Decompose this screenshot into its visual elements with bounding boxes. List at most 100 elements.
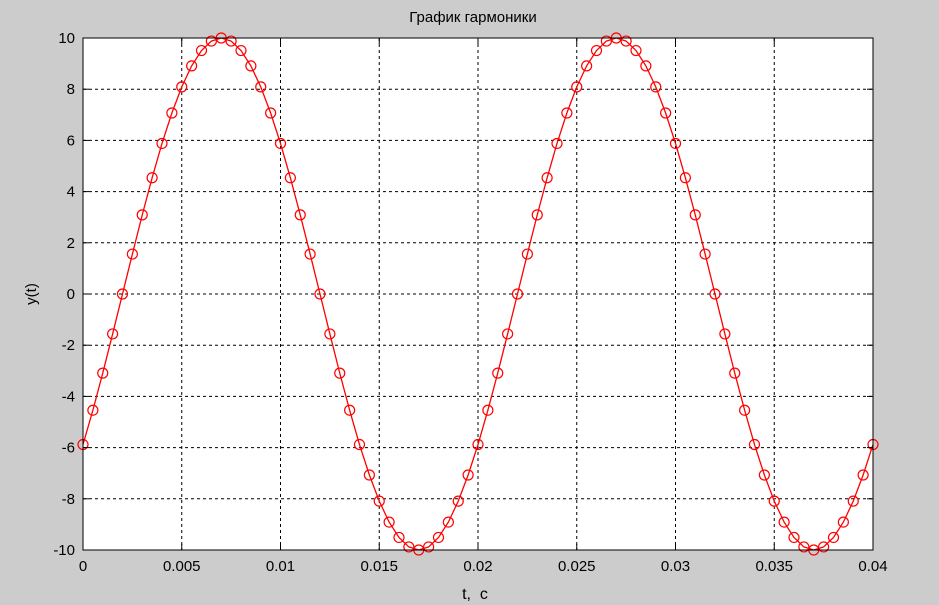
x-tick-label: 0.03: [661, 558, 690, 575]
y-tick-label: -2: [62, 337, 75, 354]
data-point-marker: [136, 209, 148, 221]
data-point-marker: [590, 44, 603, 57]
y-tick-label: 10: [58, 30, 75, 47]
data-point-marker: [640, 60, 652, 72]
data-point-marker: [778, 516, 790, 528]
data-point-marker: [551, 137, 563, 150]
y-tick-label: 8: [67, 81, 75, 98]
data-point-marker: [788, 531, 800, 544]
data-point-marker: [768, 495, 780, 507]
x-tick-label: 0: [79, 558, 87, 575]
y-tick-label: -4: [62, 388, 75, 405]
y-tick-label: -6: [62, 440, 75, 457]
plot-area: [83, 38, 873, 550]
data-point-marker: [403, 541, 415, 553]
data-point-marker: [620, 35, 632, 47]
data-point-marker: [561, 107, 573, 119]
data-point-marker: [600, 35, 612, 47]
data-point-marker: [432, 531, 445, 544]
data-point-marker: [363, 469, 375, 481]
data-point-marker: [255, 81, 267, 93]
data-point-marker: [186, 60, 198, 72]
data-point-marker: [748, 438, 761, 451]
y-tick-label: 0: [67, 286, 75, 303]
data-point-marker: [492, 367, 504, 379]
data-point-marker: [521, 248, 533, 260]
series-layer: [77, 32, 879, 556]
data-point-marker: [87, 404, 99, 416]
data-point-marker: [423, 541, 435, 553]
data-point-marker: [235, 44, 247, 57]
data-point-marker: [324, 328, 336, 340]
data-point-marker: [176, 81, 188, 93]
data-point-marker: [857, 469, 869, 481]
series-line: [82, 37, 874, 551]
x-tick-label: 0.035: [755, 558, 793, 575]
data-point-marker: [650, 81, 662, 93]
data-point-marker: [719, 328, 731, 340]
data-point-marker: [393, 531, 405, 544]
x-tick-label: 0.025: [558, 558, 596, 575]
data-point-marker: [462, 469, 474, 481]
data-point-marker: [146, 172, 158, 184]
data-point-marker: [166, 107, 178, 119]
data-point-marker: [660, 107, 672, 119]
data-point-marker: [126, 248, 138, 260]
data-point-marker: [541, 172, 553, 184]
data-point-marker: [818, 541, 830, 553]
data-point-marker: [739, 404, 751, 416]
chart-title: График гармоники: [409, 9, 537, 26]
data-point-marker: [373, 495, 385, 507]
x-tick-label: 0.02: [463, 558, 492, 575]
data-point-marker: [284, 172, 296, 184]
data-point-marker: [353, 438, 366, 451]
data-point-marker: [442, 516, 454, 528]
data-point-marker: [758, 469, 770, 481]
data-point-marker: [225, 35, 237, 47]
data-point-marker: [847, 495, 859, 507]
data-point-marker: [334, 367, 346, 379]
data-point-marker: [97, 367, 109, 379]
grid: [83, 38, 873, 550]
data-point-marker: [294, 209, 306, 221]
data-point-marker: [472, 438, 484, 451]
data-point-marker: [699, 248, 711, 260]
data-point-marker: [689, 209, 701, 221]
x-tick-label: 0.01: [266, 558, 295, 575]
x-tick-label: 0.04: [858, 558, 887, 575]
y-tick-label: -8: [62, 491, 75, 508]
data-point-marker: [571, 81, 583, 93]
data-point-marker: [265, 107, 277, 119]
data-point-marker: [630, 44, 642, 57]
data-point-marker: [709, 288, 721, 300]
data-point-marker: [274, 137, 287, 150]
data-point-marker: [482, 404, 494, 416]
data-point-marker: [116, 288, 129, 300]
data-point-marker: [798, 541, 810, 553]
x-tick-label: 0.005: [163, 558, 201, 575]
data-point-marker: [245, 60, 257, 72]
y-axis-label: y(t): [23, 283, 40, 305]
y-tick-label: 6: [67, 132, 75, 149]
data-point-marker: [205, 35, 217, 47]
data-point-marker: [581, 60, 593, 72]
y-tick-label: 2: [67, 235, 75, 252]
data-point-marker: [679, 172, 691, 184]
data-point-marker: [827, 531, 840, 544]
data-point-marker: [669, 137, 682, 150]
data-point-marker: [344, 404, 356, 416]
data-point-marker: [729, 367, 741, 379]
x-axis-label: t, c: [462, 586, 488, 603]
data-point-marker: [502, 328, 514, 340]
x-tick-label: 0.015: [360, 558, 398, 575]
axes: 0 0.005 0.01 0.015 0.02 0.025 0.03 0.035 0.04 10 8…: [53, 30, 887, 575]
data-point-marker: [837, 516, 849, 528]
data-point-marker: [304, 248, 316, 260]
data-point-marker: [314, 288, 326, 300]
data-point-marker: [531, 209, 543, 221]
data-point-marker: [156, 137, 168, 150]
y-tick-label: -10: [53, 542, 75, 559]
data-point-marker: [195, 44, 208, 57]
data-point-marker: [511, 288, 524, 300]
